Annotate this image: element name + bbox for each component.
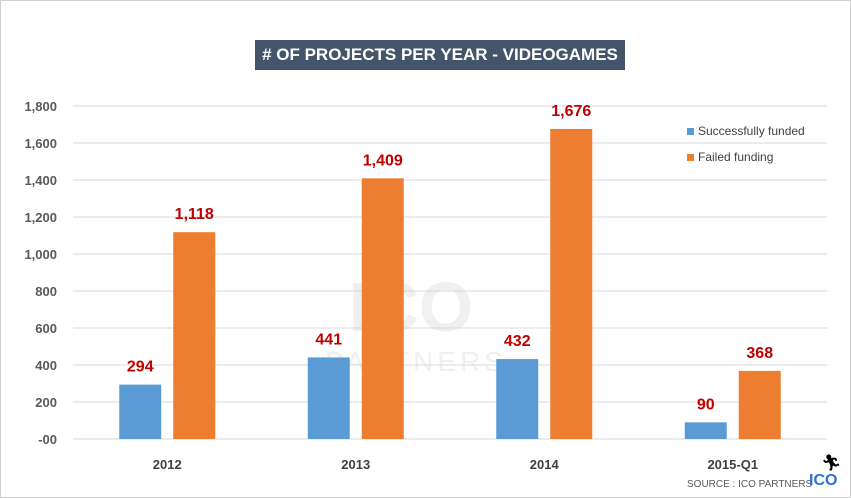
bar-successful: [307, 357, 350, 439]
data-label: 1,676: [551, 103, 591, 120]
y-tick-label: -00: [38, 432, 57, 447]
bar-failed: [361, 178, 404, 439]
ico-logo: ICO: [809, 472, 838, 489]
data-label: 1,118: [175, 206, 214, 223]
chart-title: # OF PROJECTS PER YEAR - VIDEOGAMES: [255, 40, 625, 70]
data-label: 90: [697, 396, 715, 413]
y-tick-label: 400: [35, 358, 57, 373]
bar-successful: [496, 359, 539, 439]
y-tick-label: 1,000: [24, 247, 57, 262]
x-tick-label: 2015-Q1: [707, 457, 758, 472]
legend-swatch: [687, 128, 694, 135]
x-tick-label: 2013: [341, 457, 370, 472]
bar-successful: [684, 422, 727, 439]
y-tick-label: 800: [35, 284, 57, 299]
data-label: 1,409: [363, 152, 403, 169]
x-tick-label: 2014: [530, 457, 560, 472]
y-tick-label: 200: [35, 395, 57, 410]
data-label: 441: [315, 331, 342, 348]
data-label: 294: [127, 359, 154, 376]
bar-failed: [738, 370, 781, 439]
watermark-subtext: PARTNERS: [325, 346, 507, 377]
x-tick-label: 2012: [153, 457, 182, 472]
data-label: 432: [504, 333, 531, 350]
y-tick-label: 1,600: [24, 136, 57, 151]
data-label: 368: [746, 345, 773, 362]
legend-label: Failed funding: [698, 150, 773, 164]
y-tick-label: 1,200: [24, 210, 57, 225]
runner-logo-icon: 🏃︎: [821, 455, 842, 472]
legend-label: Successfully funded: [698, 124, 805, 138]
bar-failed: [550, 128, 593, 439]
y-tick-label: 1,400: [24, 173, 57, 188]
y-tick-label: 600: [35, 321, 57, 336]
bar-failed: [173, 232, 216, 439]
bar-successful: [119, 384, 162, 439]
y-tick-label: 1,800: [24, 99, 57, 114]
source-note: SOURCE : ICO PARTNERS: [687, 479, 813, 490]
legend-swatch: [687, 154, 694, 161]
